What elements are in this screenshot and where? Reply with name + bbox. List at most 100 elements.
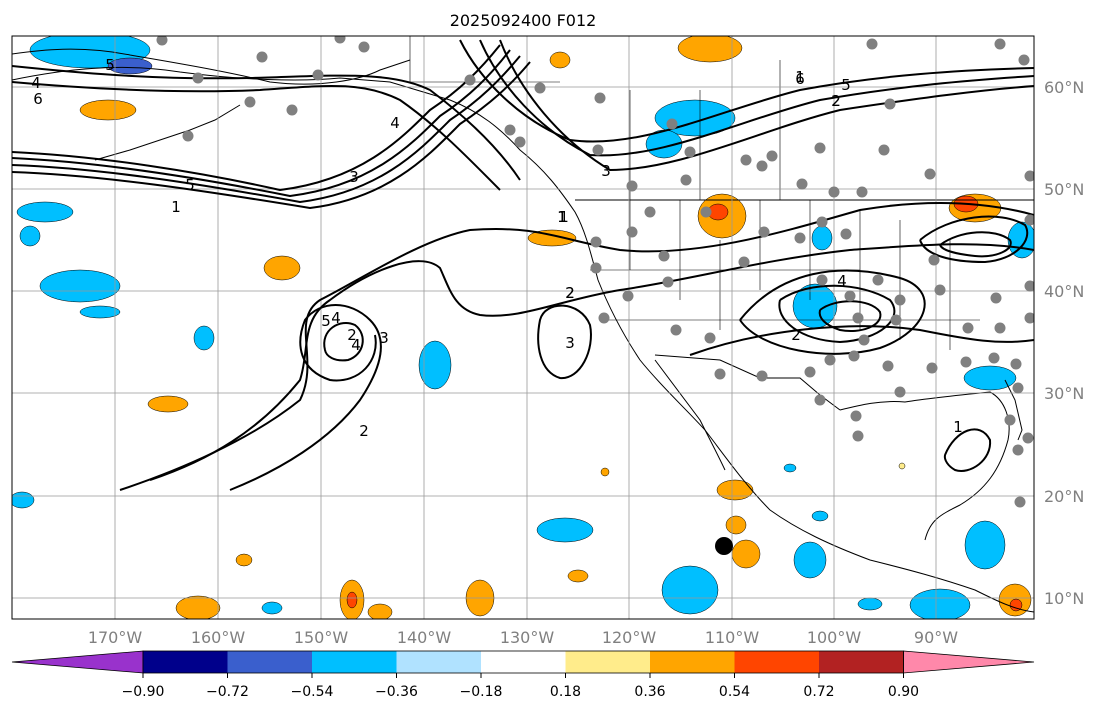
station-marker: [1024, 214, 1034, 226]
station-marker: [852, 312, 864, 324]
station-marker: [626, 180, 638, 192]
contour-line: [479, 39, 1034, 157]
alaska-coast: [12, 48, 411, 85]
station-marker: [934, 284, 946, 296]
anomaly-patch: [725, 515, 747, 535]
contour-line: [323, 322, 364, 362]
station-marker: [882, 360, 894, 372]
anomaly-patch: [193, 325, 215, 351]
colorbar-segment: [819, 651, 904, 673]
contour-label: 4: [31, 74, 41, 92]
station-marker: [816, 216, 828, 228]
longitude-tick-label: 100°W: [807, 628, 862, 647]
station-marker: [852, 430, 864, 442]
anomaly-patch: [811, 225, 833, 251]
contour-line: [919, 215, 1029, 264]
colorbar-tick-label: −0.72: [206, 684, 249, 700]
station-marker: [598, 312, 610, 324]
station-marker: [756, 370, 768, 382]
colorbar-segment: [734, 651, 819, 673]
station-marker: [192, 72, 204, 84]
station-markers: [156, 36, 1034, 508]
colorbar-segment: [481, 651, 566, 673]
station-marker: [312, 69, 324, 81]
anomaly-patch: [79, 305, 121, 319]
anomaly-patch: [811, 510, 829, 522]
latitude-tick-label: 60°N: [1044, 78, 1084, 97]
contour-line: [12, 55, 521, 204]
longitude-tick-label: 160°W: [191, 628, 246, 647]
station-marker: [514, 136, 526, 148]
anomaly-patch: [716, 479, 754, 501]
anomaly-patch: [783, 463, 797, 473]
latitude-ticks: 60°N 50°N 40°N 30°N 20°N 10°N: [1044, 78, 1084, 608]
contour-label: 2: [347, 326, 357, 344]
contour-line: [229, 304, 382, 491]
anomaly-patch: [1007, 221, 1034, 259]
station-marker: [504, 124, 516, 136]
contour-label: 4: [837, 272, 847, 290]
anomaly-patch: [16, 201, 74, 223]
longitude-tick-label: 120°W: [602, 628, 657, 647]
station-marker: [1022, 432, 1034, 444]
anomaly-patch: [909, 588, 971, 619]
colorbar-frame: [142, 650, 904, 674]
contour-label: 5: [841, 76, 851, 94]
station-marker: [816, 274, 828, 286]
latitude-tick-label: 30°N: [1044, 384, 1084, 403]
ocean-background: [12, 36, 1034, 619]
colorbar-segment: [227, 651, 312, 673]
station-marker: [680, 174, 692, 186]
station-marker: [960, 356, 972, 368]
gulf-of-mexico-coast: [839, 391, 1010, 541]
colorbar-segment: [650, 651, 735, 673]
contour-line: [739, 269, 926, 355]
station-marker: [738, 256, 750, 268]
colorbar-tick-label: −0.36: [375, 684, 418, 700]
anomaly-patch: [147, 395, 189, 413]
figure-title: 2025092400 F012: [450, 11, 597, 30]
contour-line: [12, 61, 531, 210]
station-marker: [244, 96, 256, 108]
station-marker: [286, 104, 298, 116]
contour-label: 1: [953, 418, 963, 436]
station-marker: [848, 350, 860, 362]
station-marker: [256, 51, 268, 63]
contour-label: 3: [379, 329, 389, 347]
station-marker: [924, 168, 936, 180]
contour-line: [537, 304, 592, 380]
station-marker: [592, 144, 604, 156]
anomaly-patch: [677, 36, 743, 63]
anomaly-patch: [39, 269, 121, 303]
station-marker: [794, 232, 806, 244]
contour-line: [12, 44, 501, 192]
contour-line: [12, 49, 511, 198]
station-marker: [1018, 54, 1030, 66]
contour-label: 2: [831, 92, 841, 110]
anomaly-patch: [963, 365, 1017, 391]
anomaly-patch: [567, 569, 589, 583]
contour-label: 5: [105, 56, 115, 74]
station-marker: [740, 154, 752, 166]
colorbar-tick-label: 0.90: [888, 684, 919, 700]
station-marker: [804, 366, 816, 378]
contour-label: 2: [565, 284, 575, 302]
station-marker: [662, 276, 674, 288]
station-marker: [840, 228, 852, 240]
latitude-tick-label: 10°N: [1044, 589, 1084, 608]
contour-line: [778, 284, 896, 344]
station-marker: [700, 206, 712, 218]
colorbar-tick-label: 0.36: [634, 684, 665, 700]
baja-california: [654, 359, 726, 471]
anomaly-patch: [235, 553, 253, 567]
latitude-tick-label: 50°N: [1044, 180, 1084, 199]
contour-label: 3: [349, 168, 359, 186]
station-marker: [844, 290, 856, 302]
station-marker: [758, 226, 770, 238]
anomaly-patch: [600, 467, 610, 477]
anomaly-patch: [549, 51, 571, 69]
contour-line: [939, 231, 1012, 258]
anomaly-patch: [12, 491, 35, 509]
